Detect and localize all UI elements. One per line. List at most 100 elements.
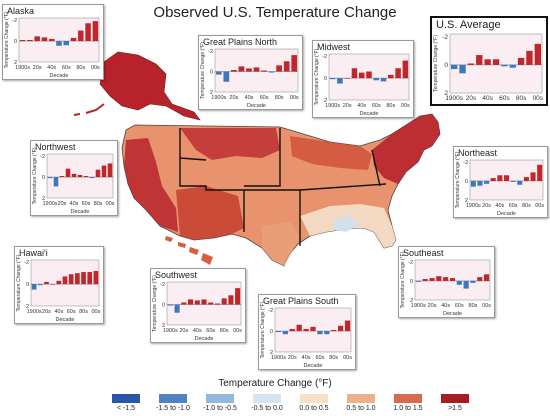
bar: [503, 175, 510, 181]
bar: [62, 276, 68, 285]
x-tick-label: 40s: [70, 201, 79, 207]
x-tick-label: 00s: [91, 65, 100, 71]
x-tick-label: 60s: [62, 65, 71, 71]
y-tick-label: 2: [26, 304, 29, 310]
bar: [214, 303, 221, 305]
legend-swatch: [253, 394, 281, 403]
bar: [509, 64, 516, 68]
bar: [310, 326, 316, 332]
legend-label: 0.5 to 1.0: [346, 405, 376, 412]
southeast-cold-spot: [334, 216, 360, 232]
x-tick-label: 80s: [522, 203, 531, 209]
x-tick-label: 80s: [79, 309, 88, 315]
bar: [19, 40, 26, 42]
bar: [194, 300, 200, 305]
bar: [37, 284, 43, 286]
bar: [470, 280, 476, 283]
y-tick-label: 2: [42, 196, 45, 202]
northeast-warm-region: [372, 114, 440, 184]
x-tick-label: 60s: [67, 309, 76, 315]
x-axis-title: Decade: [443, 311, 462, 317]
bar: [451, 64, 458, 70]
x-tick-label: 00s: [290, 95, 299, 101]
x-tick-label: 40s: [441, 303, 450, 309]
bar: [484, 180, 490, 184]
hawaii-panel-title: Hawai'i: [19, 248, 48, 258]
northeast-panel: Northeast -2 0 2 1900s 20s 40s 60s 80s 00s Decade…: [453, 146, 548, 218]
bar: [443, 277, 449, 281]
x-tick-label: 60s: [206, 328, 215, 334]
legend-swatch: [347, 394, 375, 403]
y-tick-label: 0: [324, 76, 327, 82]
x-axis-title: Decade: [360, 111, 379, 117]
y-tick-label: -2: [24, 260, 29, 266]
x-tick-label: 20s: [179, 328, 188, 334]
bar: [510, 180, 516, 182]
y-tick-label: -2: [322, 54, 327, 60]
y-tick-label: -2: [40, 154, 45, 160]
bar: [517, 57, 525, 65]
bar: [276, 65, 283, 72]
bar: [238, 66, 245, 72]
bar: [484, 59, 491, 65]
x-tick-label: 20s: [229, 95, 238, 101]
bar: [87, 272, 93, 285]
legend-label: -1.5 to -1.0: [156, 405, 190, 412]
x-tick-label: 40s: [495, 203, 504, 209]
hawaii-panel: Hawai'i -2 0 2 1900s 20s 40s 60s 80s 00s Decade Te…: [14, 246, 104, 324]
bar: [47, 177, 53, 179]
bar: [456, 280, 462, 285]
y-tick-label: 2: [410, 298, 413, 304]
x-tick-label: 60s: [315, 355, 324, 361]
bar: [501, 64, 508, 67]
aleutian-islands: [73, 103, 105, 116]
bar: [81, 272, 86, 285]
bar: [34, 36, 40, 42]
x-tick-label: 40s: [482, 95, 493, 102]
bar: [201, 299, 207, 305]
bar: [402, 60, 409, 79]
bar: [477, 277, 483, 281]
y-tick-label: -2: [12, 18, 17, 24]
bar: [246, 68, 252, 72]
us-average-panel: U.S. Average -2 0 2 1900s 20s 40s 60s 80s 00s Tem…: [430, 16, 548, 106]
great-lakes-warm-region: [290, 136, 372, 170]
bar: [275, 331, 282, 333]
x-axis-title: Decade: [56, 317, 75, 323]
y-tick-label: 0: [210, 70, 213, 76]
x-tick-label: 60s: [260, 95, 269, 101]
west-warm-region: [124, 138, 178, 232]
legend-swatch: [300, 394, 328, 403]
great-plains-south-panel-title: Great Plains South: [263, 296, 339, 306]
x-tick-label: 80s: [516, 95, 527, 102]
legend-label: >1.5: [448, 405, 462, 412]
bar: [289, 328, 295, 332]
x-tick-label: 1900s: [211, 95, 226, 101]
bar: [329, 78, 336, 80]
bar: [388, 74, 394, 79]
hawaii-islands: [165, 236, 213, 265]
x-tick-label: 80s: [469, 303, 478, 309]
x-tick-label: 20s: [33, 65, 42, 71]
y-tick-label: 2: [444, 90, 448, 97]
bar: [449, 278, 456, 281]
y-tick-label: 0: [465, 179, 468, 185]
y-axis-title: Temperature Change (°F): [32, 147, 38, 204]
bar: [41, 37, 48, 42]
bar: [476, 55, 483, 65]
y-tick-label: -2: [160, 282, 165, 288]
bar: [31, 284, 37, 290]
great-plains-north-panel-title: Great Plains North: [203, 37, 278, 47]
x-axis-title: Decade: [304, 363, 323, 369]
bar: [101, 165, 107, 178]
y-tick-label: 0: [42, 175, 45, 181]
bar: [317, 331, 323, 335]
bar: [83, 176, 89, 178]
y-axis-title: Temperature Change (°F): [152, 275, 158, 332]
x-tick-label: 00s: [91, 309, 100, 315]
x-axis-title: Decade: [195, 336, 214, 342]
southwest-warm-region: [176, 186, 244, 240]
x-tick-label: 1900s: [445, 95, 463, 102]
y-tick-label: 2: [270, 350, 273, 356]
y-tick-label: 0: [410, 279, 413, 285]
